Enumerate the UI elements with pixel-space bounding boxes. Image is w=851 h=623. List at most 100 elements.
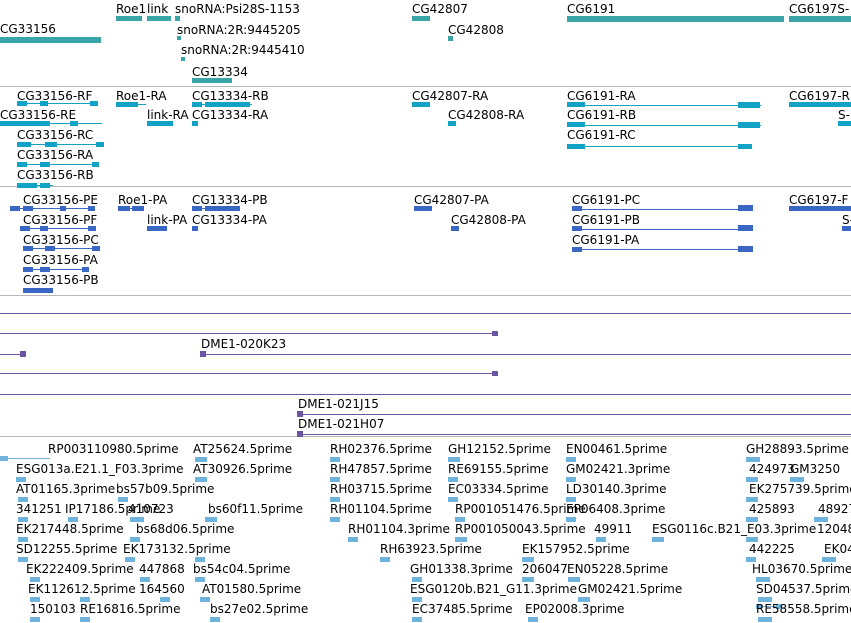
est-feature[interactable] bbox=[0, 456, 8, 461]
cg13334-rb-feature[interactable] bbox=[192, 102, 202, 107]
rp001051476-5prime-label[interactable]: RP001051476.5prime bbox=[455, 502, 586, 516]
cg13334-ra-feature[interactable] bbox=[192, 121, 198, 126]
link-feature[interactable] bbox=[147, 16, 171, 21]
cg42807-feature[interactable] bbox=[412, 16, 430, 21]
est-feature[interactable] bbox=[68, 517, 78, 522]
cg13334-ra-label[interactable]: CG13334-RA bbox=[192, 108, 269, 122]
snorna-psi28s-1153-label[interactable]: snoRNA:Psi28S-1153 bbox=[175, 2, 300, 16]
clone-feature[interactable] bbox=[297, 431, 303, 437]
est-feature[interactable] bbox=[130, 537, 140, 542]
at01580-5prime-label[interactable]: AT01580.5prime bbox=[202, 582, 302, 596]
est-feature[interactable] bbox=[566, 457, 576, 462]
cg6191-pb-feature[interactable] bbox=[572, 229, 753, 230]
snorna-2r-9445205-label[interactable]: snoRNA:2R:9445205 bbox=[177, 23, 301, 37]
ek275739-5prime-label[interactable]: EK275739.5prime bbox=[749, 482, 851, 496]
at30926-5prime-label[interactable]: AT30926.5prime bbox=[193, 462, 293, 476]
at25624-5prime-label[interactable]: AT25624.5prime bbox=[193, 442, 293, 456]
est-feature[interactable] bbox=[448, 497, 458, 502]
clone-feature[interactable] bbox=[492, 331, 498, 336]
est-feature[interactable] bbox=[448, 477, 458, 482]
cg33156-rc-feature[interactable] bbox=[45, 142, 57, 147]
cg33156-re-label[interactable]: CG33156-RE bbox=[0, 108, 77, 122]
est-feature[interactable] bbox=[455, 537, 467, 542]
est-feature[interactable] bbox=[746, 517, 758, 522]
ip17186-5prime-label[interactable]: IP17186.5prime bbox=[65, 502, 161, 516]
rh02376-5prime-label[interactable]: RH02376.5prime bbox=[330, 442, 432, 456]
cg33156-rf-feature[interactable] bbox=[90, 101, 98, 106]
cg33156-pa-feature[interactable] bbox=[40, 267, 50, 272]
est-feature[interactable] bbox=[330, 457, 340, 462]
gm02421-3prime-label[interactable]: GM02421.3prime bbox=[566, 462, 671, 476]
dme1-021h07-label[interactable]: DME1-021H07 bbox=[298, 417, 385, 431]
cg6191-pa-feature[interactable] bbox=[572, 247, 582, 252]
esg013a-e21-1-f03-3prime-label[interactable]: ESG013a.E21.1_F03.3prime bbox=[16, 462, 184, 476]
cg13334-pa-label[interactable]: CG13334-PA bbox=[192, 213, 267, 227]
cg6197s-label[interactable]: CG6197S- bbox=[789, 2, 850, 16]
164560-label[interactable]: 164560 bbox=[139, 582, 185, 596]
rh47857-5prime-label[interactable]: RH47857.5prime bbox=[330, 462, 432, 476]
ld30140-3prime-label[interactable]: LD30140.3prime bbox=[566, 482, 667, 496]
en00461-5prime-label[interactable]: EN00461.5prime bbox=[566, 442, 668, 456]
cg6197s-feature[interactable] bbox=[789, 16, 851, 22]
cg13334-rb-label[interactable]: CG13334-RB bbox=[192, 89, 269, 103]
snorna-2r-9445205-feature[interactable] bbox=[177, 36, 181, 40]
cg33156-pe-feature[interactable] bbox=[60, 206, 66, 211]
cg6191-ra-feature[interactable] bbox=[738, 102, 760, 108]
est-feature[interactable] bbox=[746, 457, 760, 462]
en05228-5prime-label[interactable]: EN05228.5prime bbox=[567, 562, 669, 576]
est-feature[interactable] bbox=[412, 597, 422, 602]
est-feature[interactable] bbox=[758, 606, 782, 607]
cg33156-ra-feature[interactable] bbox=[92, 162, 99, 167]
ek157952-5prime-label[interactable]: EK157952.5prime bbox=[522, 542, 630, 556]
cg6197-r-label[interactable]: CG6197-R bbox=[789, 89, 850, 103]
rp003110980-5prime-label[interactable]: RP003110980.5prime bbox=[48, 442, 179, 456]
bs68d06-5prime-label[interactable]: bs68d06.5prime bbox=[136, 522, 235, 536]
ek112612-5prime-label[interactable]: EK112612.5prime bbox=[28, 582, 136, 596]
cg6191-rc-feature[interactable] bbox=[738, 144, 752, 149]
esg0116c-b21-e03-3prime-label[interactable]: ESG0116c.B21_E03.3prime bbox=[652, 522, 817, 536]
cg42808-ra-feature[interactable] bbox=[448, 121, 456, 126]
est-feature[interactable] bbox=[18, 517, 28, 522]
cg33156-pc-feature[interactable] bbox=[23, 248, 100, 249]
cg6191-rb-label[interactable]: CG6191-RB bbox=[567, 108, 637, 122]
cg6191-ra-label[interactable]: CG6191-RA bbox=[567, 89, 636, 103]
clone-feature[interactable] bbox=[297, 414, 851, 415]
cg33156-pf-feature[interactable] bbox=[20, 226, 30, 231]
cg33156-label[interactable]: CG33156 bbox=[0, 22, 56, 36]
cg42807-pa-feature[interactable] bbox=[414, 206, 432, 211]
cg33156-pa-feature[interactable] bbox=[23, 267, 33, 272]
clone-feature[interactable] bbox=[492, 371, 498, 376]
est-feature[interactable] bbox=[790, 477, 804, 482]
cg33156-rb-feature[interactable] bbox=[17, 183, 37, 188]
re69155-5prime-label[interactable]: RE69155.5prime bbox=[448, 462, 549, 476]
est-feature[interactable] bbox=[756, 604, 762, 609]
cg42807-label[interactable]: CG42807 bbox=[412, 2, 468, 16]
cg33156-pa-label[interactable]: CG33156-PA bbox=[23, 253, 98, 267]
bs54c04-5prime-label[interactable]: bs54c04.5prime bbox=[193, 562, 291, 576]
cg33156-pf-feature[interactable] bbox=[20, 228, 96, 229]
cg6197-f-label[interactable]: CG6197-F bbox=[789, 193, 849, 207]
cg42808-pa-label[interactable]: CG42808-PA bbox=[451, 213, 526, 227]
est-feature[interactable] bbox=[80, 617, 90, 622]
est-feature[interactable] bbox=[746, 477, 758, 482]
est-feature[interactable] bbox=[758, 597, 772, 602]
447868-label[interactable]: 447868 bbox=[139, 562, 185, 576]
est-feature[interactable] bbox=[330, 497, 340, 502]
cg6191-rc-label[interactable]: CG6191-RC bbox=[567, 128, 636, 142]
cg13334-feature[interactable] bbox=[192, 78, 232, 83]
clone-feature[interactable] bbox=[200, 354, 851, 355]
cg33156-pf-label[interactable]: CG33156-PF bbox=[23, 213, 98, 227]
roe1-pa-feature[interactable] bbox=[118, 208, 144, 209]
424973-label[interactable]: 424973 bbox=[749, 462, 795, 476]
425893-label[interactable]: 425893 bbox=[749, 502, 795, 516]
cg33156-pa-feature[interactable] bbox=[23, 269, 89, 270]
est-feature[interactable] bbox=[566, 497, 576, 502]
est-feature[interactable] bbox=[18, 537, 28, 542]
est-feature[interactable] bbox=[822, 557, 836, 562]
cg42808-pa-feature[interactable] bbox=[451, 226, 459, 231]
cg6191-pc-feature[interactable] bbox=[572, 209, 753, 210]
est-feature[interactable] bbox=[18, 497, 28, 502]
roe1-ra-feature[interactable] bbox=[116, 102, 126, 107]
341251-label[interactable]: 341251 bbox=[16, 502, 62, 516]
est-feature[interactable] bbox=[205, 517, 217, 522]
